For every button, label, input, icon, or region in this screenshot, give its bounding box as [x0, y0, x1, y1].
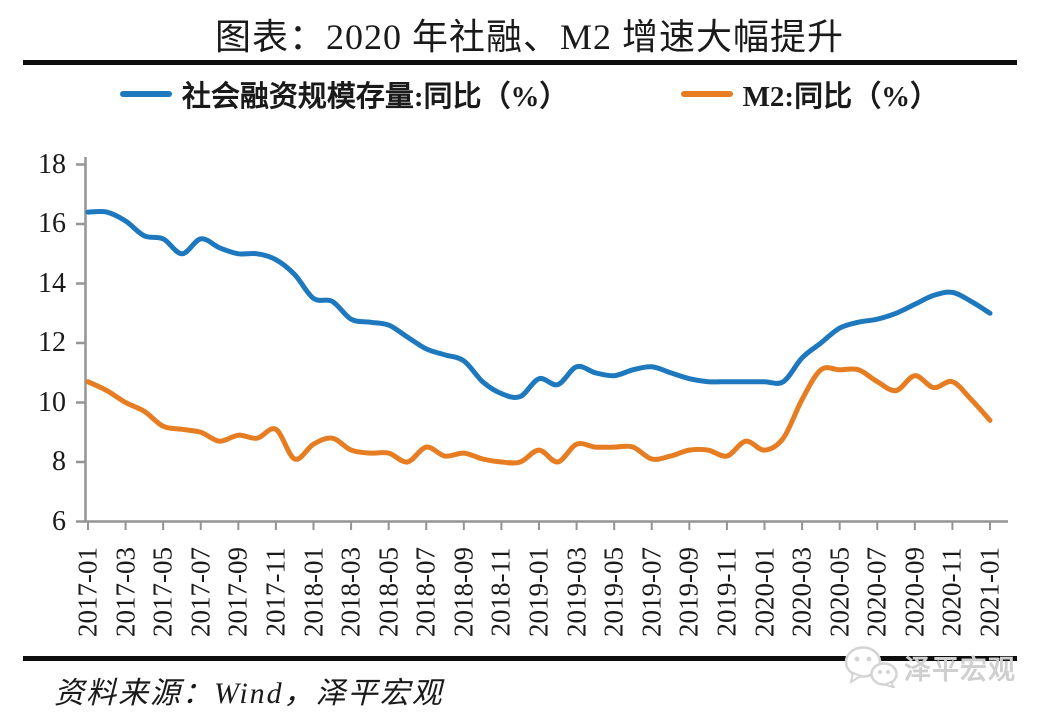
- x-tick-label: 2017-11: [260, 547, 291, 637]
- x-tick-label: 2019-01: [523, 547, 554, 637]
- source-note: 资料来源：Wind，泽平宏观: [54, 677, 444, 710]
- legend-item-m2: M2:同比（%）: [680, 73, 940, 115]
- y-tick-label: 10: [38, 386, 66, 418]
- y-tick-label: 8: [52, 446, 66, 477]
- x-tick-label: 2020-07: [861, 547, 892, 637]
- y-tick-label: 12: [38, 327, 66, 358]
- x-tick-label: 2017-09: [222, 547, 253, 637]
- x-tick-label: 2018-01: [298, 547, 328, 637]
- x-tick-label: 2019-07: [636, 547, 667, 637]
- x-tick-label: 2021-01: [974, 547, 1005, 637]
- watermark: 泽平宏观: [843, 646, 1016, 688]
- top-divider: [23, 60, 1017, 65]
- legend-item-shrong: 社会融资规模存量:同比（%）: [119, 73, 569, 115]
- chart-title: 图表：2020 年社融、M2 增速大幅提升: [214, 17, 844, 57]
- x-tick-label: 2018-09: [448, 547, 479, 637]
- x-tick-label: 2017-07: [185, 547, 216, 637]
- series-line-0: [85, 208, 993, 400]
- y-tick-label: 18: [38, 148, 66, 180]
- x-tick-label: 2019-03: [561, 547, 592, 637]
- x-tick-label: 2020-05: [824, 547, 855, 637]
- y-tick-label: 16: [38, 208, 66, 239]
- x-tick-label: 2018-03: [335, 547, 366, 637]
- x-tick-label: 2019-11: [711, 547, 742, 637]
- x-tick-label: 2018-11: [485, 547, 516, 637]
- x-tick-label: 2017-05: [147, 547, 178, 637]
- x-tick-label: 2019-05: [598, 547, 629, 637]
- x-tick-label: 2017-03: [110, 547, 141, 637]
- x-tick-label: 2018-05: [373, 547, 404, 637]
- x-tick-label: 2020-09: [899, 547, 930, 637]
- x-tick-label: 2017-01: [72, 547, 103, 637]
- x-tick-label: 2019-09: [673, 547, 704, 637]
- legend-label-shrong: 社会融资规模存量:同比（%）: [181, 81, 569, 113]
- chart-legend: 社会融资规模存量:同比（%） M2:同比（%）: [0, 74, 1059, 114]
- legend-swatch-orange: [680, 91, 733, 97]
- series-line-1: [85, 365, 993, 466]
- y-tick-label: 14: [38, 267, 66, 299]
- x-tick-label: 2020-03: [786, 547, 817, 637]
- legend-swatch-blue: [119, 91, 172, 97]
- watermark-text: 泽平宏观: [904, 654, 1016, 685]
- x-tick-label: 2020-01: [749, 547, 779, 637]
- x-tick-label: 2018-07: [410, 547, 441, 637]
- y-tick-label: 6: [52, 505, 66, 537]
- wechat-icon: [844, 646, 898, 688]
- bottom-divider: [23, 656, 1017, 661]
- x-tick-label: 2020-11: [936, 547, 967, 637]
- legend-label-m2: M2:同比（%）: [742, 81, 940, 113]
